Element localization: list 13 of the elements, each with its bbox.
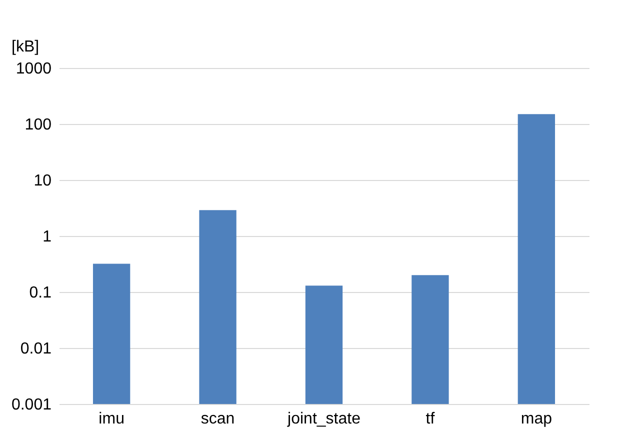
y-tick-label: 100	[24, 116, 52, 134]
y-tick-label: 10	[34, 172, 52, 190]
x-tick-label: map	[520, 410, 552, 428]
y-tick-label: 0.01	[20, 340, 52, 358]
y-tick-label: 0.001	[11, 396, 52, 414]
y-axis-title: [kB]	[12, 38, 40, 56]
x-tick-label: scan	[200, 410, 235, 428]
x-tick-label: imu	[98, 410, 124, 428]
y-tick-label: 0.1	[29, 284, 52, 302]
x-tick-label: joint_state	[286, 410, 361, 428]
x-tick-label: tf	[426, 410, 436, 428]
y-tick-label: 1	[42, 228, 52, 246]
y-tick-label: 1000	[16, 60, 52, 78]
